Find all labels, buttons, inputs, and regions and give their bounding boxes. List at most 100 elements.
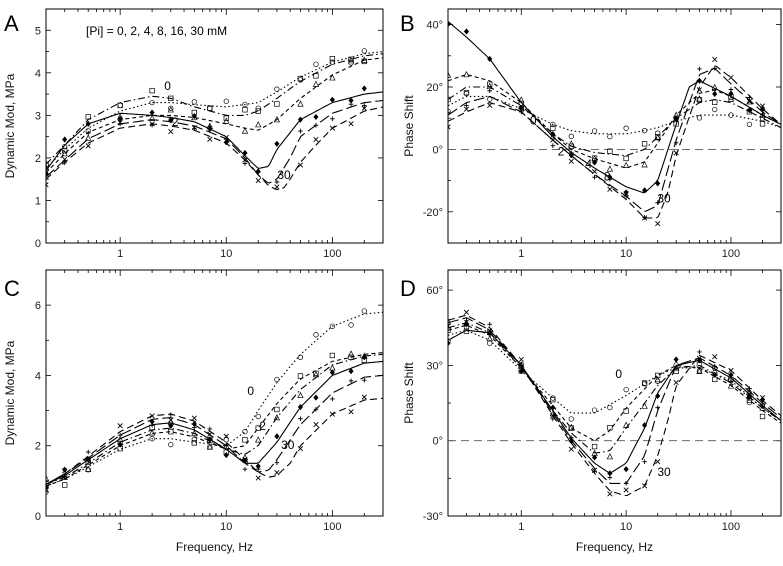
data-point-triangle bbox=[606, 165, 614, 172]
data-point-diamond bbox=[673, 115, 679, 123]
data-point-square bbox=[568, 425, 574, 431]
data-point-diamond bbox=[655, 392, 661, 400]
data-point-circle bbox=[62, 143, 68, 150]
data-point-diamond bbox=[329, 369, 335, 376]
data-point-circle bbox=[746, 121, 753, 127]
data-point-triangle bbox=[654, 133, 661, 141]
data-point-triangle bbox=[696, 367, 703, 374]
data-point-square bbox=[463, 89, 470, 96]
data-point-circle bbox=[274, 376, 280, 383]
data-point-plus bbox=[760, 112, 765, 118]
data-point-circle bbox=[348, 322, 354, 328]
data-point-plus bbox=[46, 171, 49, 177]
data-point-triangle bbox=[549, 133, 557, 140]
data-point-diamond bbox=[297, 116, 304, 123]
data-point-plus bbox=[192, 425, 197, 430]
y-tick-label: 2 bbox=[35, 153, 41, 165]
data-point-cross bbox=[759, 394, 766, 401]
data-point-circle bbox=[191, 99, 197, 105]
panel-a: A 1 10 100 0 1 2 3 4 5 Dynamic Mod, MPa [Pi] = 0, 2… bbox=[3, 8, 384, 260]
data-point-triangle bbox=[696, 95, 703, 102]
data-point-triangle bbox=[448, 318, 452, 325]
data-point-square bbox=[242, 437, 248, 443]
data-point-plus bbox=[207, 426, 213, 432]
data-point-cross bbox=[274, 184, 280, 190]
data-point-diamond bbox=[448, 340, 451, 347]
data-point-diamond bbox=[348, 367, 354, 375]
data-point-cross bbox=[223, 134, 229, 141]
data-point-diamond bbox=[696, 77, 703, 84]
data-point-plus bbox=[362, 103, 367, 108]
data-point-cross bbox=[242, 157, 248, 163]
data-point-diamond bbox=[313, 394, 319, 401]
data-point-cross bbox=[728, 367, 734, 374]
data-point-circle bbox=[568, 133, 574, 139]
y-axis-label: Dynamic Mod, MPa bbox=[3, 73, 17, 178]
data-point-cross bbox=[448, 323, 451, 329]
data-point-square bbox=[696, 97, 703, 103]
series-line-2 bbox=[46, 352, 383, 487]
data-point-cross bbox=[623, 487, 629, 493]
data-point-square bbox=[329, 352, 336, 359]
data-point-square bbox=[149, 87, 155, 94]
data-point-cross bbox=[728, 75, 734, 81]
data-point-circle bbox=[297, 354, 304, 360]
data-point-plus bbox=[464, 103, 469, 108]
data-point-square bbox=[297, 373, 304, 379]
data-point-cross bbox=[168, 128, 174, 135]
data-point-plus bbox=[592, 174, 597, 180]
data-point-cross bbox=[46, 182, 49, 188]
data-point-cross bbox=[673, 379, 679, 386]
data-point-plus bbox=[623, 193, 629, 199]
series-line-30 bbox=[448, 64, 781, 219]
data-point-square bbox=[274, 101, 280, 107]
data-point-square bbox=[85, 114, 91, 120]
x-tick-label: 1 bbox=[518, 521, 524, 533]
data-point-plus bbox=[298, 416, 303, 422]
y-tick-label: 2 bbox=[35, 441, 41, 453]
data-point-circle bbox=[607, 404, 613, 411]
data-point-square bbox=[274, 406, 280, 413]
data-point-cross bbox=[623, 191, 629, 197]
data-point-plus bbox=[274, 179, 280, 185]
data-point-cross bbox=[117, 119, 123, 126]
data-point-plus bbox=[673, 366, 679, 371]
curve-label: 2 bbox=[259, 419, 266, 433]
data-point-plus bbox=[697, 66, 702, 72]
data-point-triangle bbox=[297, 100, 304, 107]
data-point-plus bbox=[607, 475, 613, 480]
data-point-square bbox=[655, 372, 661, 379]
data-point-diamond bbox=[274, 433, 280, 440]
data-point-cross bbox=[274, 470, 280, 476]
data-point-circle bbox=[168, 105, 174, 111]
data-point-square bbox=[329, 56, 336, 62]
data-point-diamond bbox=[223, 451, 229, 459]
data-point-diamond bbox=[623, 465, 629, 473]
data-point-cross bbox=[696, 87, 703, 93]
y-axis-label: Phase Shift bbox=[402, 95, 416, 157]
series-line-16 bbox=[448, 67, 781, 212]
data-point-triangle bbox=[727, 382, 735, 389]
data-point-diamond bbox=[149, 109, 155, 116]
data-point-plus bbox=[62, 474, 67, 480]
plot-area bbox=[448, 309, 781, 497]
data-point-plus bbox=[487, 88, 493, 94]
curve-label: 30 bbox=[657, 465, 671, 479]
series-line-30 bbox=[46, 106, 383, 191]
data-point-plus bbox=[623, 481, 629, 486]
series-line-8 bbox=[46, 91, 383, 172]
data-point-diamond bbox=[641, 187, 648, 194]
data-point-diamond bbox=[191, 112, 197, 120]
data-point-cross bbox=[568, 158, 574, 164]
data-point-cross bbox=[329, 125, 335, 131]
data-point-square bbox=[46, 161, 49, 167]
x-axis-label: Frequency, Hz bbox=[576, 540, 653, 554]
data-point-cross bbox=[746, 98, 753, 105]
data-point-plus bbox=[313, 122, 319, 128]
data-point-diamond bbox=[46, 484, 49, 491]
concentration-note: [Pi] = 0, 2, 4, 8, 16, 30 mM bbox=[86, 24, 227, 38]
data-point-cross bbox=[297, 446, 304, 452]
curve-label: 0 bbox=[164, 79, 171, 93]
data-point-square bbox=[117, 102, 123, 109]
data-point-triangle bbox=[347, 350, 355, 357]
